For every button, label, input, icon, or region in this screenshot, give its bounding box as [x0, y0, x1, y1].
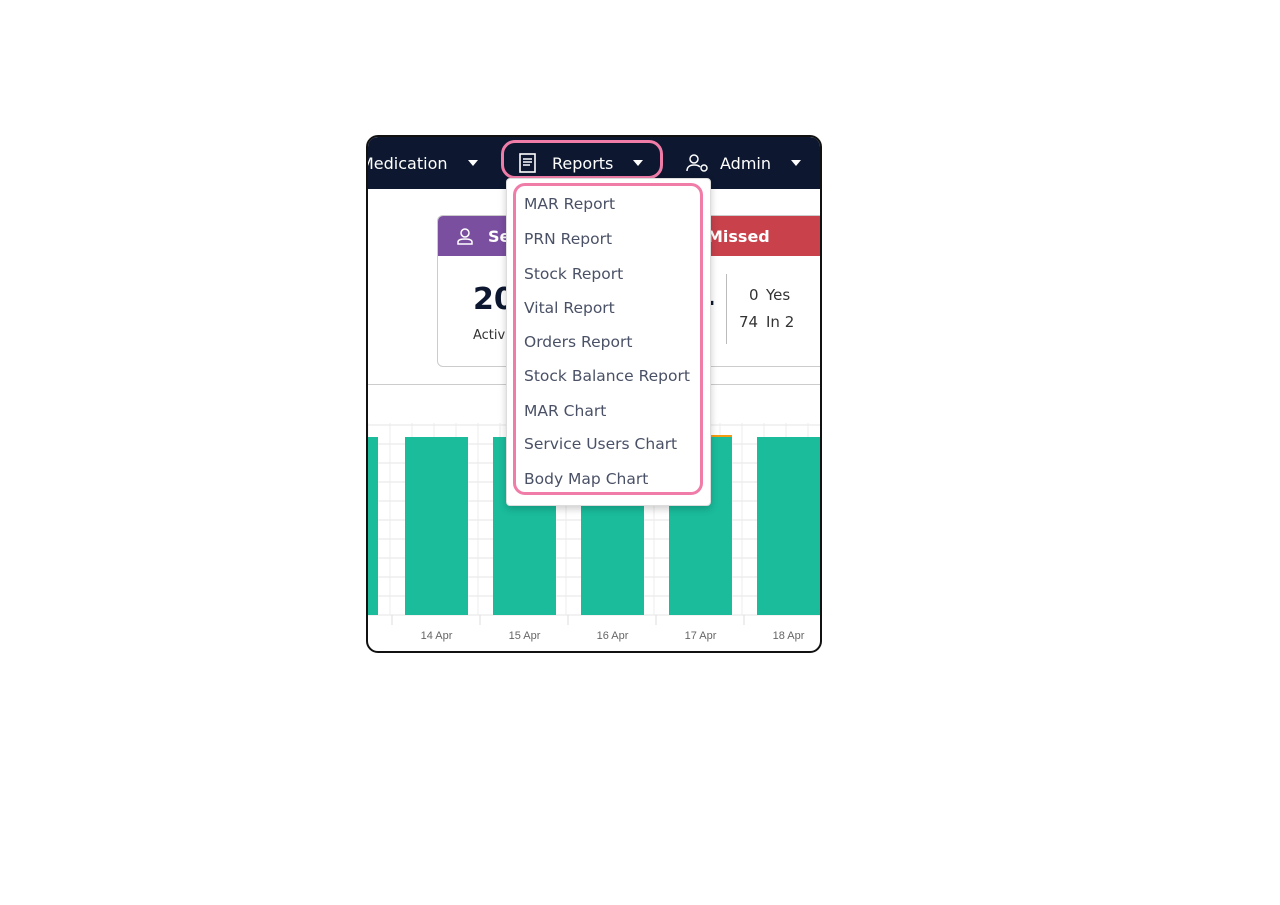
dropdown-item[interactable]: Vital Report — [524, 299, 615, 317]
x-tick-label: 18 Apr — [773, 630, 805, 642]
reports-dropdown-menu: MAR Report PRN Report Stock Report Vital Re… — [506, 178, 711, 506]
reports-highlight — [501, 140, 663, 179]
chevron-down-icon — [467, 160, 478, 166]
nav-admin-label: Admin — [720, 153, 771, 173]
in-period-label: In 2 — [766, 313, 795, 331]
dropdown-item[interactable]: Stock Report — [524, 265, 624, 283]
bar[interactable] — [757, 437, 820, 615]
dropdown-item[interactable]: PRN Report — [524, 230, 613, 248]
nav-reports[interactable]: Reports — [518, 137, 644, 189]
x-tick-label: 15 Apr — [509, 630, 541, 642]
nav-medication-label: Medication — [366, 153, 448, 173]
bar[interactable] — [368, 437, 378, 615]
service-users-title: Se — [488, 226, 511, 246]
x-tick-label: 17 Apr — [685, 630, 717, 642]
x-tick-label: 14 Apr — [421, 630, 453, 642]
chevron-down-icon — [791, 160, 801, 166]
nav-admin[interactable]: Admin — [686, 137, 801, 189]
user-icon — [457, 228, 473, 245]
chevron-down-icon — [633, 160, 644, 166]
dropdown-item[interactable]: Service Users Chart — [524, 435, 678, 453]
user-gear-icon — [686, 154, 708, 172]
dropdown-item[interactable]: Orders Report — [524, 333, 633, 351]
dropdown-item[interactable]: MAR Chart — [524, 402, 607, 420]
dropdown-item[interactable]: MAR Report — [524, 195, 616, 213]
yesterday-label: Yes — [766, 286, 791, 304]
yesterday-value: 0 — [749, 286, 759, 304]
dropdown-item[interactable]: Stock Balance Report — [524, 367, 690, 385]
report-icon — [519, 153, 536, 173]
missed-title: Missed — [707, 226, 770, 246]
x-tick-label: 16 Apr — [597, 630, 629, 642]
dropdown-highlight — [513, 183, 703, 495]
dropdown-item[interactable]: Body Map Chart — [524, 470, 649, 488]
nav-medication[interactable]: Medication — [366, 137, 478, 189]
in-period-value: 74 — [739, 313, 759, 331]
nav-reports-label: Reports — [552, 153, 614, 173]
bar[interactable] — [405, 437, 468, 615]
divider — [726, 274, 727, 344]
service-users-caption: Activ — [473, 328, 506, 343]
